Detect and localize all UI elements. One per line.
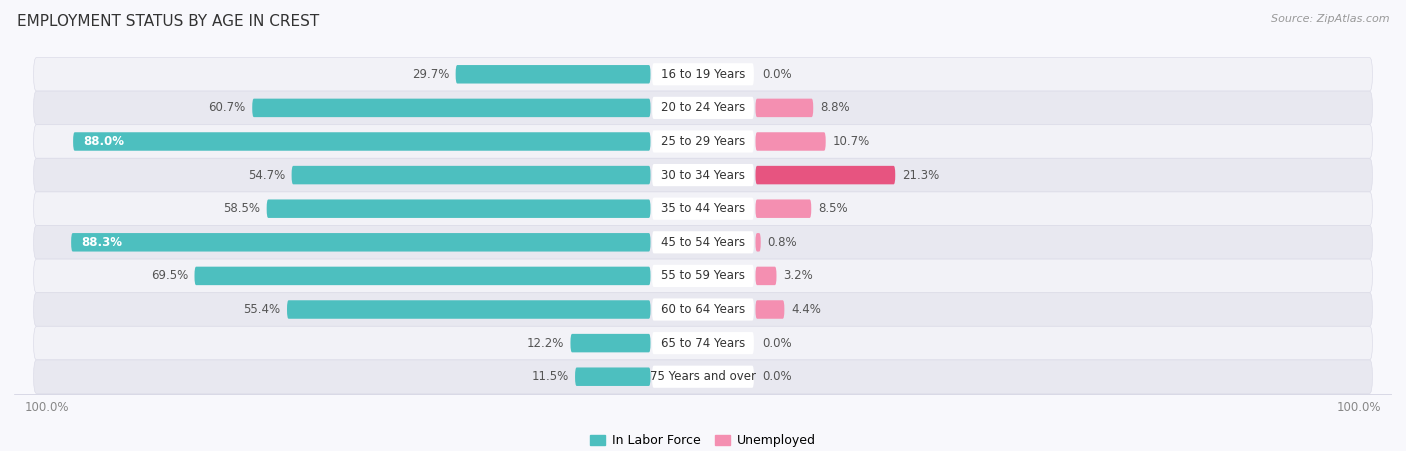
FancyBboxPatch shape [34, 226, 1372, 259]
Text: Source: ZipAtlas.com: Source: ZipAtlas.com [1271, 14, 1389, 23]
FancyBboxPatch shape [652, 198, 754, 220]
Text: 0.8%: 0.8% [768, 236, 797, 249]
Text: 4.4%: 4.4% [792, 303, 821, 316]
Text: 45 to 54 Years: 45 to 54 Years [661, 236, 745, 249]
Text: 10.7%: 10.7% [832, 135, 869, 148]
FancyBboxPatch shape [194, 267, 651, 285]
FancyBboxPatch shape [755, 300, 785, 319]
FancyBboxPatch shape [755, 166, 896, 184]
Text: 11.5%: 11.5% [531, 370, 568, 383]
Text: 0.0%: 0.0% [762, 336, 792, 350]
Text: 0.0%: 0.0% [762, 370, 792, 383]
FancyBboxPatch shape [652, 63, 754, 85]
FancyBboxPatch shape [456, 65, 651, 83]
FancyBboxPatch shape [755, 132, 825, 151]
FancyBboxPatch shape [652, 164, 754, 186]
Text: 65 to 74 Years: 65 to 74 Years [661, 336, 745, 350]
Text: 25 to 29 Years: 25 to 29 Years [661, 135, 745, 148]
FancyBboxPatch shape [652, 265, 754, 287]
Text: 12.2%: 12.2% [526, 336, 564, 350]
Text: 88.3%: 88.3% [82, 236, 122, 249]
FancyBboxPatch shape [571, 334, 651, 352]
Text: EMPLOYMENT STATUS BY AGE IN CREST: EMPLOYMENT STATUS BY AGE IN CREST [17, 14, 319, 28]
Legend: In Labor Force, Unemployed: In Labor Force, Unemployed [585, 429, 821, 451]
FancyBboxPatch shape [73, 132, 651, 151]
Text: 0.0%: 0.0% [762, 68, 792, 81]
Text: 75 Years and over: 75 Years and over [650, 370, 756, 383]
Text: 21.3%: 21.3% [901, 169, 939, 182]
FancyBboxPatch shape [575, 368, 651, 386]
FancyBboxPatch shape [652, 366, 754, 388]
Text: 55 to 59 Years: 55 to 59 Years [661, 269, 745, 282]
Text: 35 to 44 Years: 35 to 44 Years [661, 202, 745, 215]
FancyBboxPatch shape [652, 332, 754, 354]
FancyBboxPatch shape [652, 299, 754, 321]
FancyBboxPatch shape [755, 233, 761, 252]
FancyBboxPatch shape [267, 199, 651, 218]
FancyBboxPatch shape [34, 360, 1372, 394]
FancyBboxPatch shape [34, 293, 1372, 327]
FancyBboxPatch shape [755, 199, 811, 218]
FancyBboxPatch shape [34, 158, 1372, 192]
Text: 60.7%: 60.7% [208, 101, 246, 115]
Text: 69.5%: 69.5% [150, 269, 188, 282]
Text: 60 to 64 Years: 60 to 64 Years [661, 303, 745, 316]
Text: 54.7%: 54.7% [247, 169, 285, 182]
Text: 88.0%: 88.0% [83, 135, 124, 148]
Text: 3.2%: 3.2% [783, 269, 813, 282]
FancyBboxPatch shape [34, 57, 1372, 91]
FancyBboxPatch shape [72, 233, 651, 252]
Text: 58.5%: 58.5% [224, 202, 260, 215]
Text: 30 to 34 Years: 30 to 34 Years [661, 169, 745, 182]
FancyBboxPatch shape [652, 130, 754, 152]
FancyBboxPatch shape [755, 267, 776, 285]
Text: 8.5%: 8.5% [818, 202, 848, 215]
FancyBboxPatch shape [34, 91, 1372, 124]
FancyBboxPatch shape [34, 124, 1372, 158]
FancyBboxPatch shape [34, 327, 1372, 360]
FancyBboxPatch shape [652, 231, 754, 253]
FancyBboxPatch shape [252, 99, 651, 117]
Text: 29.7%: 29.7% [412, 68, 449, 81]
FancyBboxPatch shape [291, 166, 651, 184]
FancyBboxPatch shape [755, 99, 813, 117]
FancyBboxPatch shape [34, 192, 1372, 226]
Text: 55.4%: 55.4% [243, 303, 280, 316]
Text: 16 to 19 Years: 16 to 19 Years [661, 68, 745, 81]
FancyBboxPatch shape [34, 259, 1372, 293]
Text: 8.8%: 8.8% [820, 101, 849, 115]
Text: 20 to 24 Years: 20 to 24 Years [661, 101, 745, 115]
FancyBboxPatch shape [287, 300, 651, 319]
FancyBboxPatch shape [652, 97, 754, 119]
